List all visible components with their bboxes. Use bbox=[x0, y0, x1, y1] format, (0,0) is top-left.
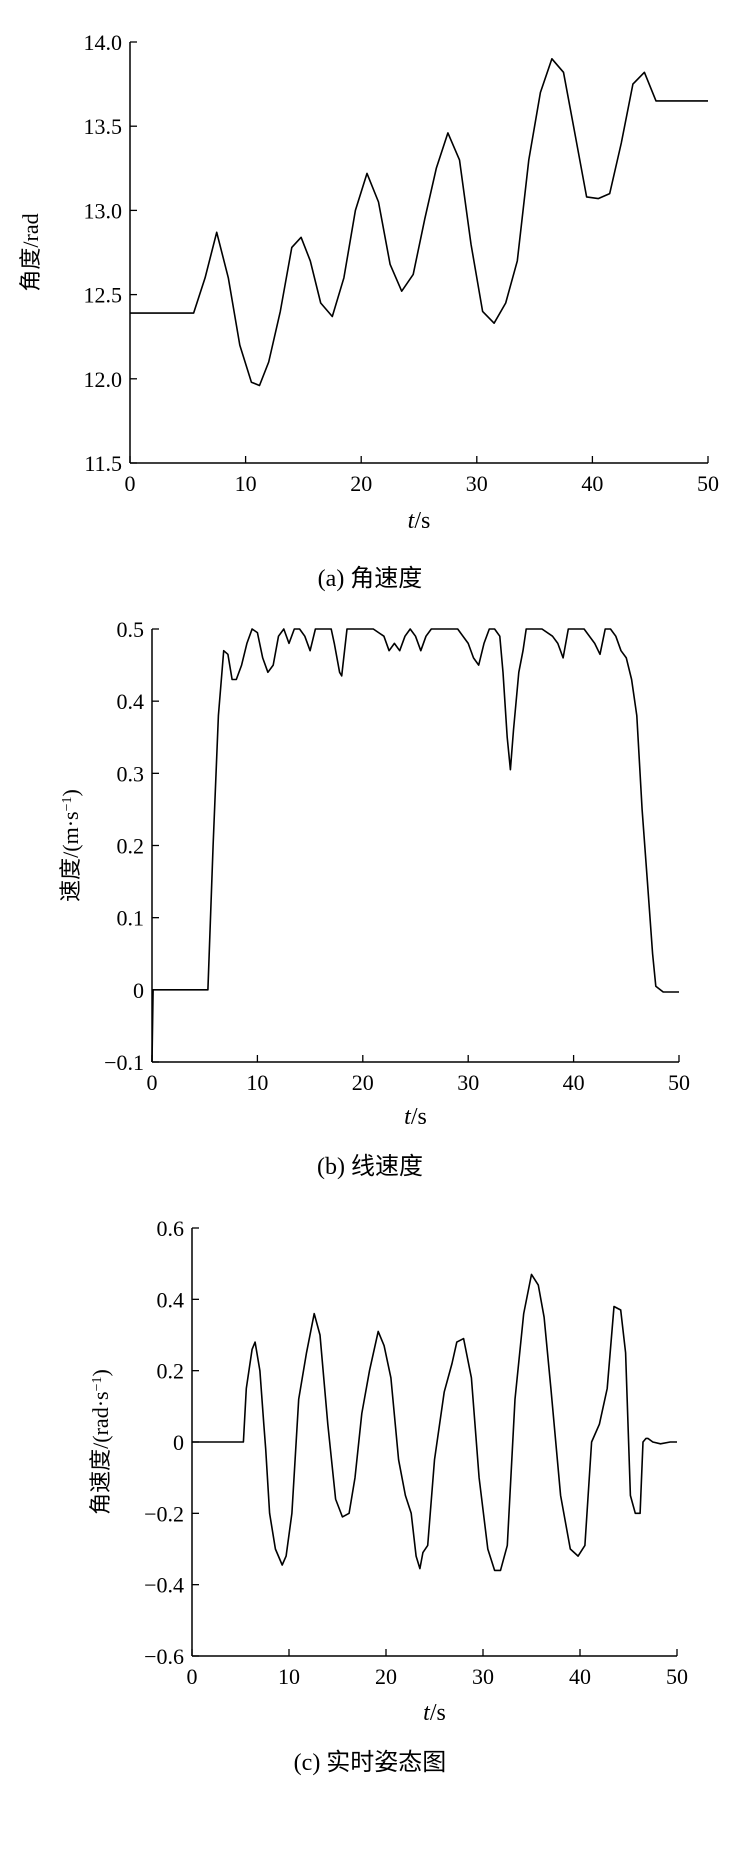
chart-c-y-tick-label: 0.6 bbox=[157, 1216, 185, 1241]
chart-b-y-tick-label: 0.4 bbox=[117, 689, 145, 714]
chart-a-x-tick-label: 50 bbox=[697, 471, 719, 496]
chart-a-y-tick-label: 12.0 bbox=[84, 367, 123, 392]
chart-b-x-tick-label: 40 bbox=[563, 1070, 585, 1095]
chart-b-caption: (b) 线速度 bbox=[317, 1154, 423, 1180]
chart-c-y-tick-label: −0.4 bbox=[144, 1573, 184, 1598]
chart-a-ylabel: 角度/rad bbox=[18, 213, 43, 291]
chart-c-ylabel: 角速度/(rad·s−1) bbox=[88, 1369, 113, 1515]
chart-a-x-tick-label: 10 bbox=[235, 471, 257, 496]
chart-a-y-tick-label: 13.0 bbox=[84, 198, 123, 223]
chart-b-y-tick-label: 0.5 bbox=[117, 617, 145, 642]
chart-c-series-line bbox=[192, 1273, 677, 1572]
chart-a-x-tick-label: 20 bbox=[350, 471, 372, 496]
chart-c-x-tick-label: 30 bbox=[472, 1664, 494, 1689]
chart-c-y-tick-label: −0.2 bbox=[144, 1501, 184, 1526]
chart-b-ylabel: 速度/(m·s−1) bbox=[58, 789, 83, 902]
chart-a-xlabel: t/s bbox=[408, 508, 431, 534]
chart-b-series bbox=[151, 628, 679, 1063]
chart-c-ticks: 0 10 20 30 40 50 −0.6 −0.4 −0.2 0 0.2 0.4 0.6 bbox=[144, 1216, 688, 1689]
chart-a-y-tick-label: 12.5 bbox=[84, 283, 123, 308]
chart-b-x-tick-label: 50 bbox=[668, 1070, 690, 1095]
chart-c-series bbox=[192, 1273, 677, 1572]
chart-a-ticks: 0 10 20 30 40 50 11.5 12.0 12.5 13.0 13.5 14.0 bbox=[84, 30, 720, 496]
chart-c-y-tick-label: 0 bbox=[173, 1430, 184, 1455]
chart-b-x-tick-label: 20 bbox=[352, 1070, 374, 1095]
chart-b-y-tick-label: 0.3 bbox=[117, 761, 145, 786]
chart-b-y-tick-label: 0.2 bbox=[117, 834, 145, 859]
chart-a-axes bbox=[129, 42, 708, 464]
chart-b-ticks: 0 10 20 30 40 50−0.100.10.20.30.40.5 bbox=[104, 617, 690, 1095]
chart-a-x-tick-label: 30 bbox=[466, 471, 488, 496]
chart-c-x-tick-label: 10 bbox=[278, 1664, 300, 1689]
chart-a-x-tick-label: 0 bbox=[125, 471, 136, 496]
chart-a-series bbox=[130, 58, 708, 387]
chart-c-x-tick-label: 40 bbox=[569, 1664, 591, 1689]
chart-a-y-tick-label: 13.5 bbox=[84, 114, 123, 139]
chart-b-x-tick-label: 0 bbox=[147, 1070, 158, 1095]
chart-b-xlabel: t/s bbox=[404, 1104, 427, 1130]
chart-c-y-tick-label: −0.6 bbox=[144, 1644, 184, 1669]
chart-b-y-tick-label: 0.1 bbox=[117, 906, 145, 931]
chart-a-series-line bbox=[130, 58, 708, 387]
chart-c-x-tick-label: 0 bbox=[187, 1664, 198, 1689]
chart-c-y-tick-label: 0.2 bbox=[157, 1359, 185, 1384]
chart-a-y-tick-label: 14.0 bbox=[84, 30, 123, 55]
chart-b-y-tick-label: 0 bbox=[133, 978, 144, 1003]
chart-b-x-tick-label: 30 bbox=[457, 1070, 479, 1095]
chart-a-x-tick-label: 40 bbox=[581, 471, 603, 496]
chart-c-y-tick-label: 0.4 bbox=[157, 1287, 185, 1312]
chart-a-caption: (a) 角速度 bbox=[317, 566, 423, 592]
chart-b-series-line bbox=[151, 628, 679, 1063]
chart-c-xlabel: t/s bbox=[423, 1700, 446, 1726]
chart-b-x-tick-label: 10 bbox=[246, 1070, 268, 1095]
chart-a-y-tick-label: 11.5 bbox=[84, 451, 122, 476]
chart-c-x-tick-label: 50 bbox=[666, 1664, 688, 1689]
chart-c-x-tick-label: 20 bbox=[375, 1664, 397, 1689]
chart-c-caption: (c) 实时姿态图 bbox=[293, 1750, 447, 1776]
chart-b-y-tick-label: −0.1 bbox=[104, 1050, 144, 1075]
